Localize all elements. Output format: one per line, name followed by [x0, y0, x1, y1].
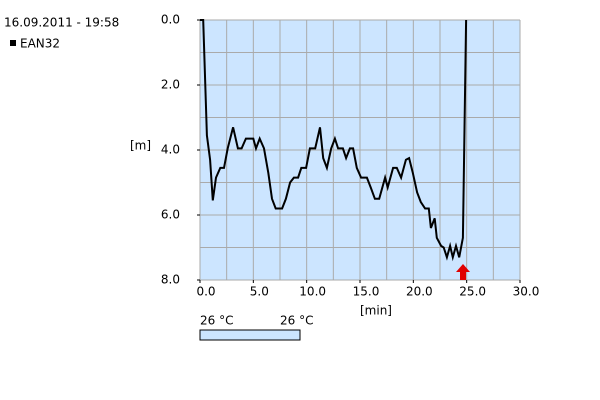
- x-tick-label: 25.0: [459, 285, 486, 299]
- x-tick-label: 10.0: [299, 285, 326, 299]
- x-tick-label: 15.0: [353, 285, 380, 299]
- y-tick-label: 4.0: [161, 143, 180, 157]
- temp-end-label: 26 °C: [280, 314, 313, 328]
- ascent-warning-icon: [456, 264, 470, 280]
- depth-line: [200, 19, 468, 262]
- x-tick-label: 30.0: [513, 285, 540, 299]
- x-tick-label: 20.0: [406, 285, 433, 299]
- x-axis-label: [min]: [360, 304, 392, 318]
- y-axis-label: [m]: [130, 139, 151, 153]
- chart-title: 16.09.2011 - 19:58: [4, 16, 119, 30]
- legend-label: EAN32: [20, 37, 60, 51]
- x-tick-label: 0.0: [196, 285, 215, 299]
- legend-swatch: [10, 40, 16, 46]
- y-tick-label: 6.0: [161, 208, 180, 222]
- y-tick-label: 0.0: [161, 13, 180, 27]
- y-tick-label: 8.0: [161, 273, 180, 287]
- temp-start-label: 26 °C: [200, 314, 233, 328]
- temperature-bar: [199, 329, 301, 341]
- x-tick-label: 5.0: [250, 285, 269, 299]
- y-tick-label: 2.0: [161, 78, 180, 92]
